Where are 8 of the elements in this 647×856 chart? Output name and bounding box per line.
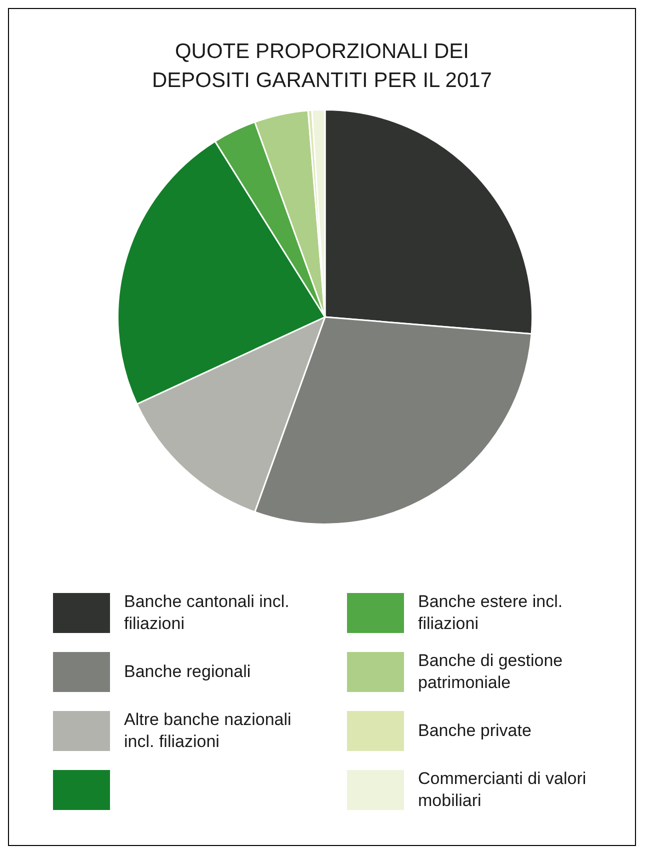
chart-title: QUOTE PROPORZIONALI DEI DEPOSITI GARANTITI PER IL 2017: [151, 39, 493, 94]
legend-label: Banche di gestione patrimoniale: [418, 650, 564, 694]
legend-label: Commercianti di valori mobiliari: [418, 768, 588, 812]
legend-label: Banche estere incl. filiazioni: [418, 590, 564, 634]
legend-label: Banche regionali: [124, 660, 252, 682]
legend-label: Banche private: [418, 720, 532, 742]
legend-label: Banche cantonali incl. filiazioni: [124, 590, 290, 634]
legend-label: Altre banche nazionali incl. filiazioni: [124, 708, 292, 752]
